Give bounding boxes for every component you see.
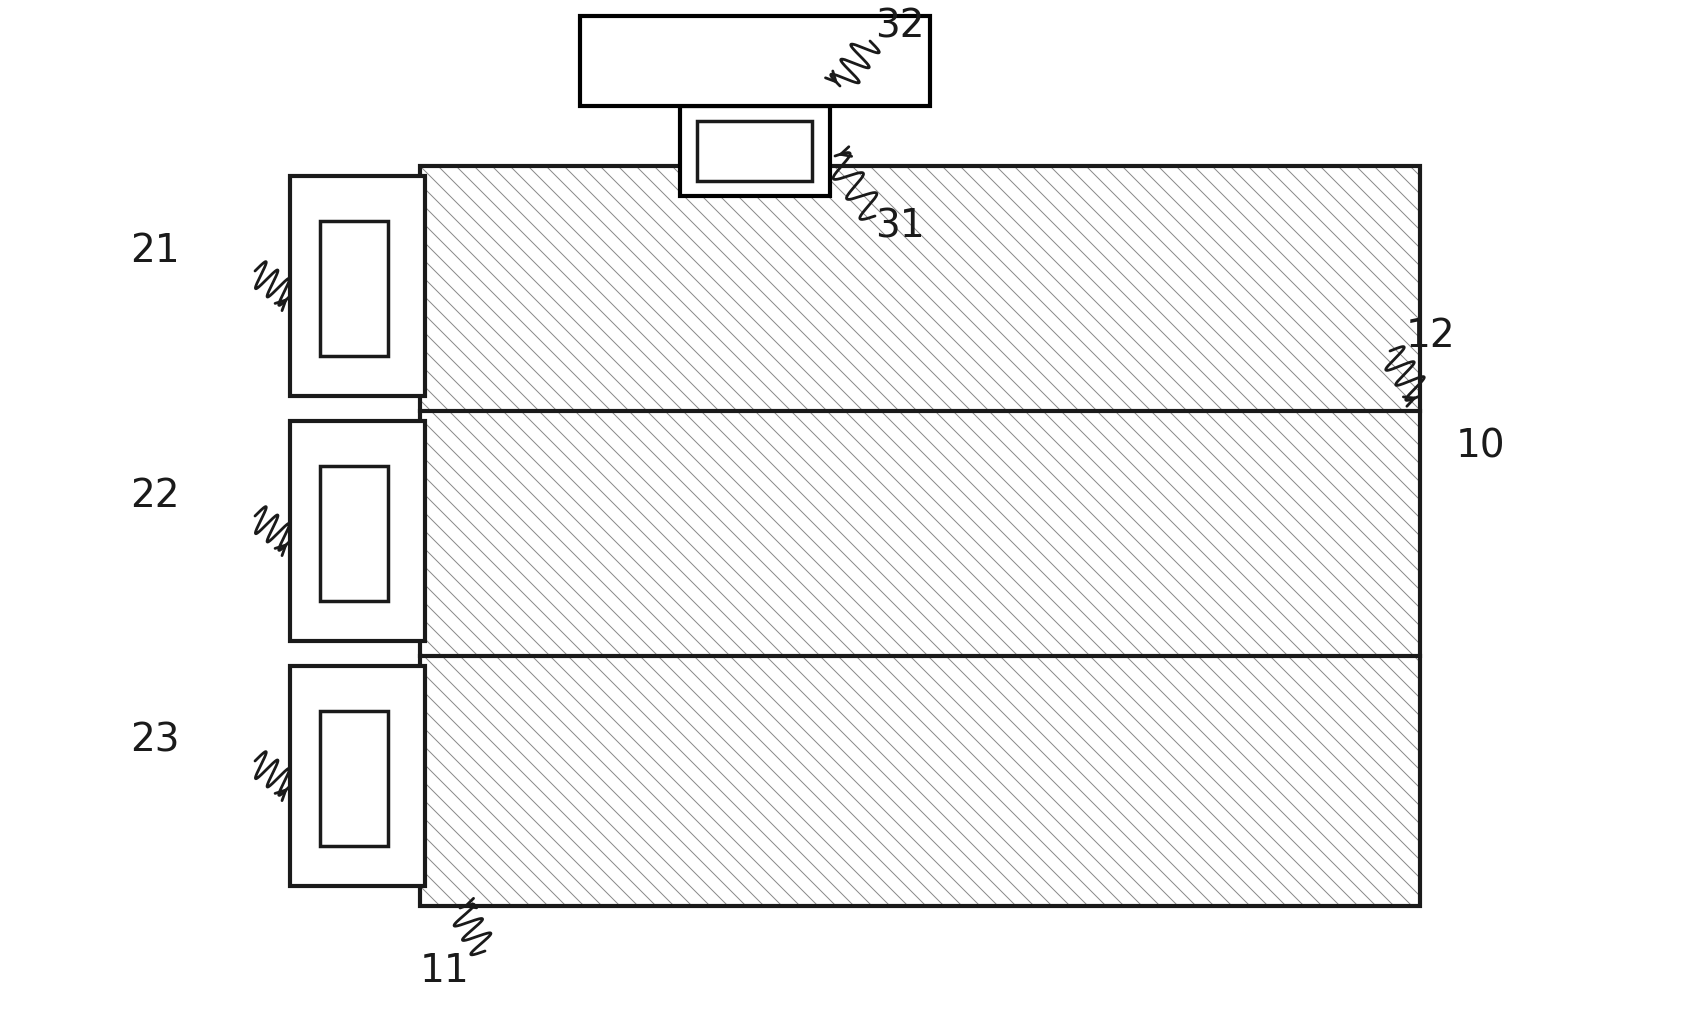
Bar xyxy=(320,466,388,601)
Bar xyxy=(290,666,425,886)
Text: 10: 10 xyxy=(1456,427,1505,465)
Bar xyxy=(290,176,425,396)
Bar xyxy=(320,711,388,846)
Bar xyxy=(290,421,425,641)
Text: 22: 22 xyxy=(130,477,180,515)
Bar xyxy=(320,221,388,356)
Bar xyxy=(420,166,1420,906)
Text: 21: 21 xyxy=(130,232,180,270)
Bar xyxy=(580,16,930,106)
Text: 11: 11 xyxy=(420,952,470,990)
Bar xyxy=(681,106,831,196)
Text: 23: 23 xyxy=(130,722,180,760)
Text: 31: 31 xyxy=(875,207,925,245)
Bar xyxy=(698,121,812,181)
Text: 12: 12 xyxy=(1405,317,1454,355)
Text: 32: 32 xyxy=(875,7,925,45)
